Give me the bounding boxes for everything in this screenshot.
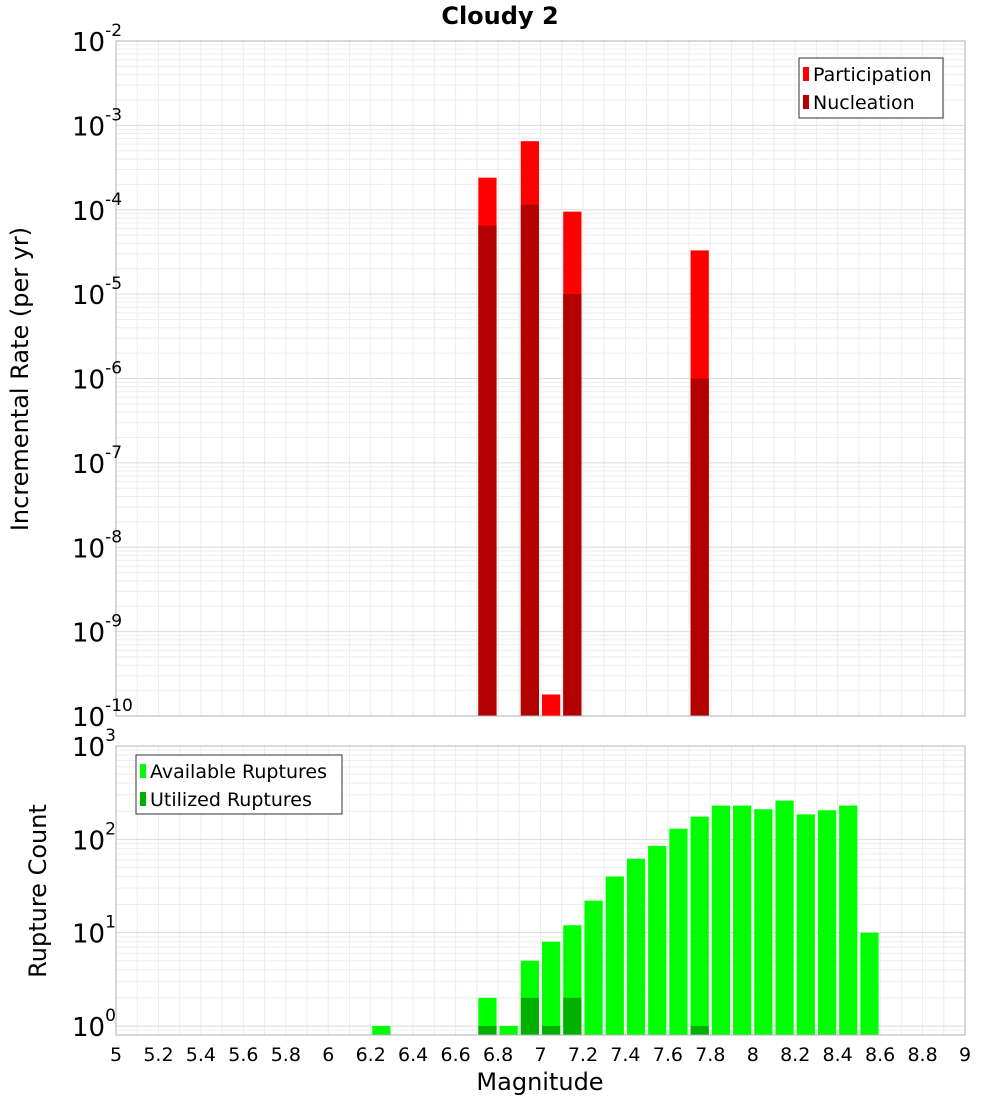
y-tick-label: 10-5 [72, 274, 122, 311]
x-tick-label: 8.2 [780, 1044, 810, 1066]
x-tick-label: 6.4 [398, 1044, 428, 1066]
bar [563, 294, 582, 716]
y-tick-label: 101 [72, 913, 116, 950]
bar [733, 805, 752, 1035]
rate-panel: 10-10 10-9 10-8 10-7 10-6 10-5 10-4 10-3 10-2 Par… [72, 21, 966, 733]
bar [478, 225, 497, 716]
plot-frame [115, 40, 966, 717]
legend-entry: Nucleation [813, 92, 915, 114]
bar [542, 1025, 561, 1035]
bar [563, 997, 582, 1035]
legend-swatch [803, 95, 809, 109]
series-utilized-ruptures [478, 997, 709, 1035]
bar [520, 204, 539, 717]
bar [372, 1025, 391, 1035]
bar [754, 809, 773, 1035]
bar [796, 814, 815, 1035]
bar [669, 828, 688, 1035]
legend-entry: Participation [813, 64, 932, 86]
bar [817, 810, 837, 1035]
legend-box [135, 754, 343, 815]
y-tick-label: 100 [72, 1006, 116, 1043]
x-tick-label: 8.4 [823, 1044, 853, 1066]
x-tick-label: 6.6 [440, 1044, 470, 1066]
legend-entry: Available Ruptures [150, 761, 327, 783]
bar [690, 816, 709, 1035]
bar [542, 694, 561, 716]
legend-box [798, 57, 944, 119]
x-tick-label: 8.6 [865, 1044, 895, 1066]
y-tick-label: 10-8 [72, 527, 122, 564]
x-tick-label: 5.8 [271, 1044, 301, 1066]
bar [775, 800, 794, 1035]
series-available-ruptures [372, 800, 879, 1035]
bar [499, 1025, 518, 1035]
bar [711, 805, 731, 1035]
bar [690, 378, 709, 716]
grid-lines [115, 40, 966, 717]
rate-y-axis-label: Incremental Rate (per yr) [6, 227, 34, 531]
x-tick-label: 5.2 [143, 1044, 173, 1066]
y-tick-label: 10-9 [72, 612, 122, 649]
chart-title: Cloudy 2 [441, 2, 558, 30]
plot-frame [115, 745, 966, 1036]
bar [648, 845, 667, 1035]
x-tick-label: 6 [322, 1044, 334, 1066]
bar [584, 900, 603, 1035]
count-y-axis-label: Rupture Count [24, 804, 52, 978]
bar [839, 805, 858, 1035]
legend: Available Ruptures Utilized Ruptures [135, 754, 343, 815]
x-tick-label: 5.6 [228, 1044, 258, 1066]
legend-entry: Utilized Ruptures [150, 789, 312, 811]
x-tick-label: 7.8 [695, 1044, 725, 1066]
x-tick-label: 6.2 [356, 1044, 386, 1066]
x-tick-label: 5 [110, 1044, 122, 1066]
x-tick-label: 7.6 [653, 1044, 683, 1066]
bar [690, 1025, 709, 1035]
bar [520, 997, 539, 1035]
bar [542, 941, 561, 1035]
bar [478, 1025, 497, 1035]
x-tick-label: 7.2 [568, 1044, 598, 1066]
x-tick-label: 8.8 [907, 1044, 937, 1066]
legend-swatch [140, 764, 146, 778]
legend-swatch [140, 792, 146, 806]
x-tick-label: 5.4 [186, 1044, 216, 1066]
series-nucleation [478, 204, 709, 717]
bar [626, 858, 646, 1035]
x-tick-label: 7.4 [610, 1044, 640, 1066]
y-tick-label: 10-7 [72, 443, 122, 480]
bar [860, 932, 879, 1035]
bar [605, 876, 624, 1035]
x-axis-label: Magnitude [476, 1068, 603, 1096]
y-tick-label: 10-4 [72, 190, 122, 227]
x-tick-label: 8 [747, 1044, 759, 1066]
y-tick-label: 10-6 [72, 359, 122, 396]
x-tick-label: 7 [534, 1044, 546, 1066]
legend-swatch [803, 67, 809, 81]
y-tick-label: 10-2 [72, 21, 122, 58]
x-tick-label: 9 [959, 1044, 971, 1066]
bar [478, 997, 497, 1035]
y-tick-label: 10-10 [72, 696, 133, 733]
legend: Participation Nucleation [798, 57, 944, 119]
x-tick-label: 6.8 [483, 1044, 513, 1066]
y-tick-label: 102 [72, 819, 116, 856]
y-tick-label: 10-3 [72, 105, 122, 142]
